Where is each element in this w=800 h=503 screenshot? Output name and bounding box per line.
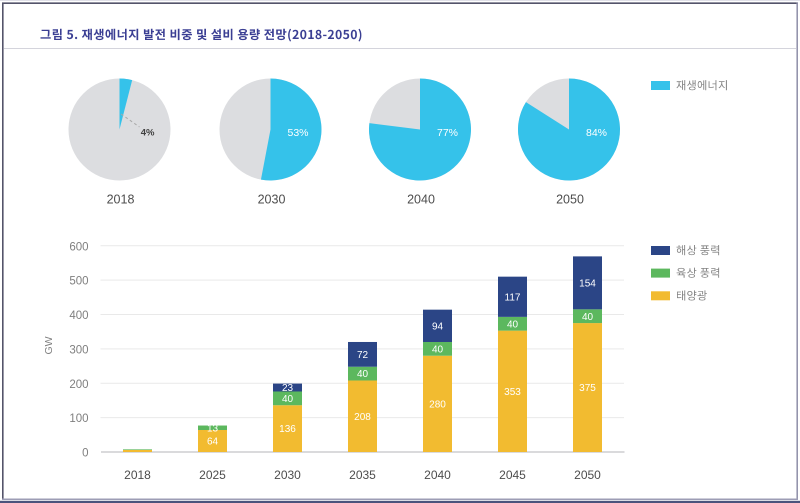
svg-text:136: 136 <box>279 424 296 435</box>
svg-text:2018: 2018 <box>107 193 135 207</box>
svg-text:2018: 2018 <box>124 468 151 482</box>
svg-text:2050: 2050 <box>574 468 601 482</box>
svg-text:0: 0 <box>82 448 88 460</box>
svg-text:84%: 84% <box>586 127 607 139</box>
svg-text:4%: 4% <box>141 128 155 139</box>
svg-text:2030: 2030 <box>258 193 286 207</box>
svg-text:353: 353 <box>504 387 521 398</box>
svg-text:40: 40 <box>357 369 369 380</box>
svg-text:400: 400 <box>69 310 88 322</box>
svg-text:2040: 2040 <box>407 193 435 207</box>
svg-text:600: 600 <box>69 241 88 253</box>
svg-text:13: 13 <box>207 423 219 434</box>
svg-text:280: 280 <box>429 400 446 411</box>
svg-text:2050: 2050 <box>556 193 584 207</box>
svg-text:53%: 53% <box>287 127 308 139</box>
svg-text:200: 200 <box>69 379 88 391</box>
svg-text:100: 100 <box>69 413 88 425</box>
svg-text:40: 40 <box>282 394 294 405</box>
svg-text:375: 375 <box>579 383 596 394</box>
svg-text:GW: GW <box>43 336 55 354</box>
svg-text:23: 23 <box>282 383 294 394</box>
svg-text:40: 40 <box>507 319 519 330</box>
svg-text:64: 64 <box>207 437 219 448</box>
svg-text:2045: 2045 <box>499 468 526 482</box>
svg-text:94: 94 <box>432 321 444 332</box>
svg-text:2040: 2040 <box>424 468 451 482</box>
svg-text:500: 500 <box>69 276 88 288</box>
svg-text:300: 300 <box>69 345 88 357</box>
svg-text:117: 117 <box>505 292 521 303</box>
svg-text:2030: 2030 <box>274 468 301 482</box>
svg-text:77%: 77% <box>437 127 458 139</box>
svg-text:2035: 2035 <box>349 468 376 482</box>
svg-text:154: 154 <box>579 279 596 290</box>
svg-text:40: 40 <box>432 345 444 356</box>
svg-text:72: 72 <box>357 350 369 361</box>
svg-text:2025: 2025 <box>199 468 226 482</box>
svg-text:208: 208 <box>354 412 371 423</box>
svg-text:40: 40 <box>582 312 594 323</box>
